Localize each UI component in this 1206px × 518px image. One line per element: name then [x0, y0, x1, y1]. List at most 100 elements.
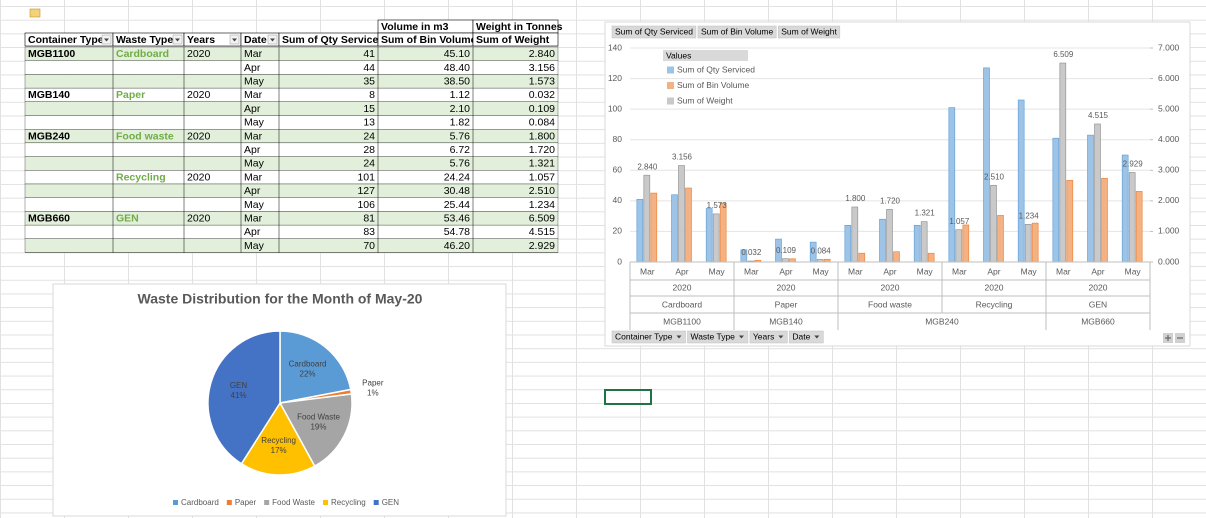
- data-label: 1.321: [915, 209, 936, 218]
- cell-text: 6.509: [529, 213, 555, 225]
- legend-swatch: [667, 97, 674, 105]
- x-tick-label: Apr: [779, 266, 792, 276]
- header-cell: [472, 32, 559, 47]
- bar: [879, 218, 886, 263]
- slice-name: Cardboard: [289, 360, 327, 369]
- bar: [1052, 137, 1060, 263]
- cell-text: Mar: [244, 213, 263, 225]
- dropdown-arrow: [814, 335, 820, 339]
- year-label: 2020: [777, 282, 796, 292]
- cell-text: 24.24: [444, 171, 470, 183]
- cell-text: May: [244, 117, 265, 129]
- container-label: MGB240: [925, 316, 959, 326]
- legend-swatch: [226, 500, 232, 505]
- group-header: Weight in Tonnes: [476, 21, 563, 33]
- cell-text: 2020: [187, 89, 211, 101]
- field-button[interactable]: [778, 25, 841, 39]
- field-button-label: Years: [753, 331, 774, 341]
- filter-arrow: [232, 38, 237, 42]
- bar: [858, 252, 866, 263]
- column-header: Waste Type: [116, 34, 173, 46]
- bar: [678, 165, 685, 263]
- cell-text: 81: [363, 213, 375, 225]
- field-button[interactable]: [697, 25, 777, 39]
- cell-text: 45.10: [444, 48, 470, 60]
- cell-text: 70: [363, 240, 375, 252]
- legend-label: Sum of Qty Serviced: [677, 64, 755, 74]
- container-label: MGB140: [769, 316, 803, 326]
- x-tick-label: May: [813, 266, 830, 276]
- y2-tick-label: 5.000: [1158, 103, 1180, 113]
- data-label: 2.840: [637, 162, 658, 171]
- cell-text: 25.44: [444, 199, 470, 211]
- row-band: [24, 115, 559, 130]
- bar: [927, 252, 935, 263]
- slice-percent: 17%: [271, 446, 287, 455]
- pie-slice: [279, 330, 352, 404]
- cell-text: 44: [363, 62, 375, 74]
- y-tick-label: 20: [613, 226, 623, 236]
- pie-slice: [278, 393, 353, 468]
- bar: [1135, 191, 1143, 263]
- filter-arrow: [104, 38, 109, 42]
- cell-text: 1.573: [529, 76, 555, 88]
- slice-name: Food Waste: [297, 413, 340, 422]
- row-band: [24, 142, 559, 157]
- y-tick-label: 0: [617, 256, 622, 266]
- y2-tick-label: 2.000: [1158, 195, 1180, 205]
- cell-text: Recycling: [116, 171, 166, 183]
- bar: [913, 225, 921, 263]
- data-label: 6.509: [1053, 50, 1074, 59]
- field-button[interactable]: [687, 330, 749, 344]
- bar: [920, 221, 928, 263]
- row-band: [24, 74, 559, 89]
- bar: [1017, 99, 1025, 263]
- cell-text: 101: [357, 171, 375, 183]
- selected-cell[interactable]: [604, 389, 652, 405]
- column-header: Sum of Weight: [476, 34, 550, 46]
- bar: [955, 229, 963, 263]
- slice-percent: 19%: [310, 423, 326, 432]
- x-tick-label: May: [1125, 266, 1142, 276]
- field-button-label: Sum of Qty Serviced: [615, 26, 693, 36]
- cell-text: 41: [363, 48, 375, 60]
- row-band: [24, 211, 559, 226]
- cell-text: 6.72: [450, 144, 471, 156]
- cell-text: 1.057: [529, 171, 555, 183]
- cell-text: 13: [363, 117, 375, 129]
- legend-label: Food Waste: [272, 498, 315, 507]
- field-button[interactable]: [789, 330, 824, 344]
- data-label: 4.515: [1088, 111, 1109, 120]
- data-label: 2.929: [1123, 160, 1144, 169]
- legend-swatch: [667, 66, 674, 74]
- legend-swatch: [323, 500, 329, 505]
- field-button[interactable]: [611, 25, 697, 39]
- year-label: 2020: [985, 282, 1004, 292]
- bar: [886, 209, 893, 263]
- cell-text: 2020: [187, 213, 211, 225]
- column-header: Years: [187, 34, 215, 46]
- bar: [990, 184, 997, 263]
- cell-text: Mar: [244, 89, 263, 101]
- bar: [1059, 62, 1067, 263]
- dropdown-arrow: [778, 335, 784, 339]
- field-button-label: Container Type: [615, 331, 673, 341]
- cell-text: 54.78: [444, 226, 470, 238]
- y-tick-label: 80: [613, 134, 623, 144]
- data-label: 0.032: [741, 248, 762, 257]
- data-label: 1.800: [845, 194, 866, 203]
- slice-percent: 22%: [300, 370, 316, 379]
- cell-text: 5.76: [450, 158, 471, 170]
- field-button[interactable]: [749, 330, 788, 344]
- cell-text: May: [244, 199, 265, 211]
- field-button-label: Sum of Weight: [781, 26, 837, 36]
- y2-tick-label: 0.000: [1158, 256, 1180, 266]
- plus-icon: [1165, 335, 1171, 341]
- legend-label: Sum of Bin Volume: [677, 80, 750, 90]
- bar: [1031, 222, 1039, 263]
- bar: [1101, 177, 1108, 263]
- cell-text: 1.720: [529, 144, 555, 156]
- field-button[interactable]: [611, 330, 686, 344]
- cell-text: 4.515: [529, 226, 555, 238]
- zoom-buttons[interactable]: [1163, 333, 1185, 343]
